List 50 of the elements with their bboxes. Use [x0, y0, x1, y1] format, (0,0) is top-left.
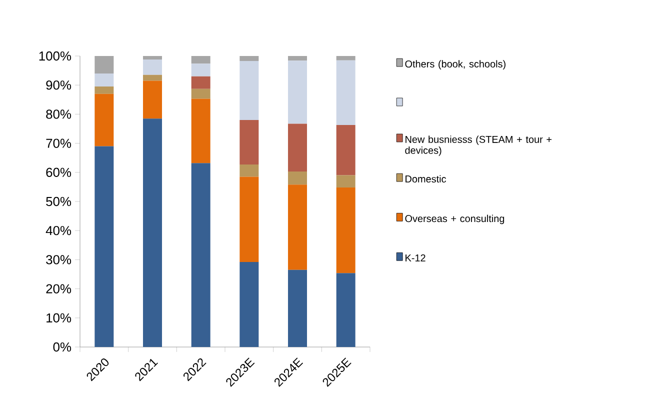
bar	[191, 88, 210, 99]
y-tick-label: 100%	[39, 51, 72, 61]
bar	[240, 176, 259, 262]
bar	[191, 56, 210, 64]
legend-label: Overseas + consulting	[405, 214, 504, 224]
y-tick-label: 70%	[46, 138, 72, 148]
y-tick-label: 40%	[46, 226, 72, 236]
y-tick-label: 50%	[46, 196, 72, 206]
legend-label: K-12	[406, 254, 426, 262]
bar	[240, 164, 259, 177]
legend-label: New busniesss (STEAM + tour + devices)	[405, 136, 552, 156]
bar	[240, 56, 259, 61]
bar	[94, 94, 114, 146]
y-tick-label: 30%	[46, 255, 72, 264]
bar	[336, 56, 356, 60]
y-tick-label: 60%	[46, 168, 72, 177]
bar	[143, 80, 162, 119]
bar	[288, 56, 307, 61]
legend-label: Domestic	[406, 175, 446, 183]
bar	[191, 163, 210, 347]
bar	[240, 262, 259, 347]
y-tick-label: 20%	[46, 284, 72, 294]
y-tick-label: 10%	[46, 313, 72, 322]
bar	[288, 60, 307, 124]
bar	[191, 64, 210, 76]
bar	[336, 175, 356, 188]
bar	[240, 120, 259, 165]
bar	[191, 98, 210, 164]
y-tick-label: 90%	[46, 80, 72, 90]
bar	[143, 118, 162, 347]
y-tick-label: 0%	[53, 342, 72, 352]
bar	[143, 59, 162, 75]
bar	[336, 60, 356, 125]
bar	[336, 124, 356, 176]
bar	[336, 188, 356, 274]
y-tick-label: 80%	[46, 110, 72, 119]
bar	[143, 56, 162, 60]
bar	[94, 56, 114, 74]
bar	[94, 73, 114, 87]
bar	[288, 124, 307, 172]
bar	[288, 172, 307, 185]
bar	[288, 184, 307, 270]
legend-label: Others (book, schools)	[405, 60, 506, 70]
bar	[240, 60, 259, 120]
bar	[143, 74, 162, 81]
bar	[288, 270, 307, 347]
bar	[336, 273, 356, 347]
bar	[94, 146, 114, 347]
bar	[191, 76, 210, 89]
bar	[94, 86, 114, 94]
